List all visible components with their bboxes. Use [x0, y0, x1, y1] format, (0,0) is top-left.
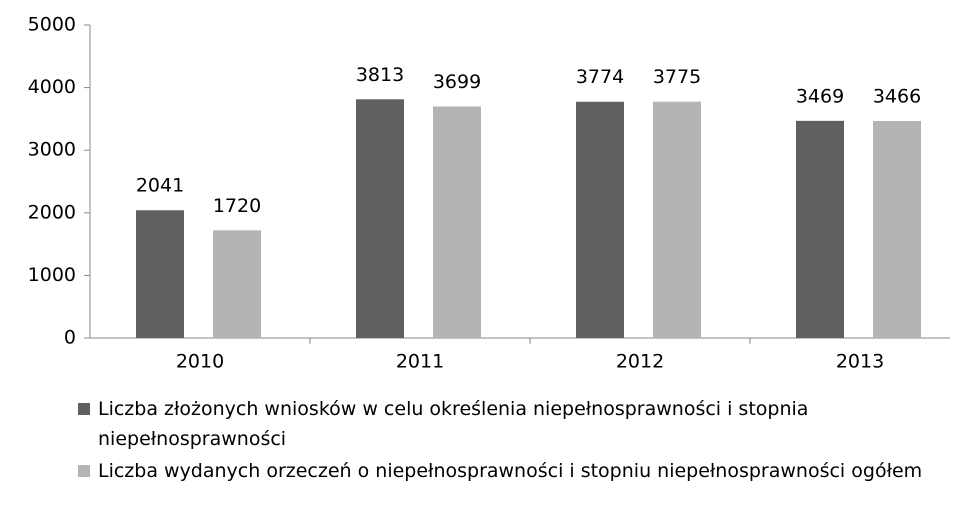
x-tick-label: 2011: [396, 351, 444, 373]
x-tick-label: 2013: [836, 351, 884, 373]
legend: Liczba złożonych wniosków w celu określe…: [78, 394, 948, 488]
data-label: 3813: [356, 64, 404, 86]
chart: 0 1000 2000 3000 4000 5000 2010 2011 2012 2013 204…: [28, 14, 950, 373]
data-label: 1720: [213, 195, 261, 217]
legend-item: Liczba złożonych wniosków w celu określe…: [78, 394, 948, 454]
bar: [576, 101, 624, 339]
bar: [213, 230, 261, 338]
bar: [796, 120, 844, 338]
legend-label: Liczba wydanych orzeczeń o niepełnospraw…: [98, 460, 923, 482]
bar: [653, 101, 701, 338]
y-tick-label: 0: [64, 327, 76, 349]
legend-swatch: [78, 403, 90, 415]
legend-label: Liczba złożonych wniosków w celu określe…: [98, 398, 809, 450]
data-label: 3774: [576, 66, 624, 88]
bar: [873, 121, 921, 338]
y-tick-label: 3000: [28, 139, 76, 161]
bar: [356, 99, 404, 338]
legend-item: Liczba wydanych orzeczeń o niepełnospraw…: [78, 456, 948, 486]
legend-swatch: [78, 465, 90, 477]
y-tick-label: 2000: [28, 201, 76, 223]
bar: [136, 210, 184, 338]
data-label: 3469: [796, 85, 844, 107]
data-label: 3466: [873, 86, 921, 108]
data-label: 2041: [136, 175, 184, 197]
y-tick-label: 4000: [28, 76, 76, 98]
bar: [433, 106, 481, 338]
y-tick-label: 5000: [28, 14, 76, 36]
x-tick-label: 2010: [176, 351, 224, 373]
y-tick-label: 1000: [28, 264, 76, 286]
data-label: 3699: [433, 71, 481, 93]
data-label: 3775: [653, 66, 701, 88]
x-tick-label: 2012: [616, 351, 664, 373]
